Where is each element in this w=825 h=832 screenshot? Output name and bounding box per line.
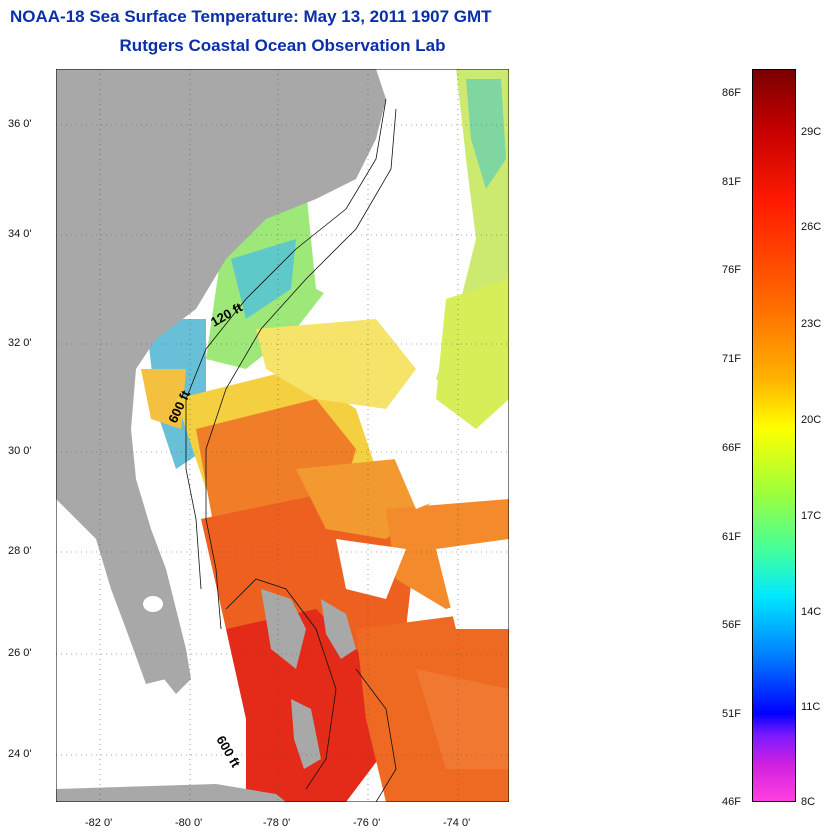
isobath-lines: [185, 98, 397, 802]
map-title: NOAA-18 Sea Surface Temperature: May 13,…: [10, 7, 492, 26]
cbar-label-46f: 46F: [722, 796, 741, 808]
cbar-label-14c: 14C: [801, 606, 822, 618]
lon-label-78: -78 0': [263, 817, 291, 829]
lat-label-34: 34 0': [8, 228, 32, 240]
lat-label-30: 30 0': [8, 445, 32, 457]
cbar-label-11c: 11C: [801, 701, 821, 713]
cbar-label-81f: 81F: [722, 176, 741, 188]
lat-label-28: 28 0': [8, 545, 32, 557]
lat-label-24: 24 0': [8, 748, 32, 760]
temperature-colorbar: [752, 69, 796, 802]
cbar-label-29c: 29C: [801, 126, 822, 138]
sst-map: 120 ft 600 ft 600 ft: [56, 69, 509, 802]
land: [56, 69, 386, 802]
cbar-label-71f: 71F: [722, 353, 741, 365]
cbar-label-23c: 23C: [801, 318, 822, 330]
cbar-label-76f: 76F: [722, 264, 741, 276]
lat-label-32: 32 0': [8, 337, 32, 349]
cbar-label-8c: 8C: [801, 796, 816, 808]
lon-label-76: -76 0': [353, 817, 381, 829]
lat-label-36: 36 0': [8, 118, 32, 130]
lat-label-26: 26 0': [8, 647, 32, 659]
cbar-label-26c: 26C: [801, 221, 822, 233]
graticule: [56, 69, 509, 802]
lon-label-74: -74 0': [443, 817, 471, 829]
lon-label-80: -80 0': [175, 817, 203, 829]
cbar-label-66f: 66F: [722, 442, 741, 454]
cbar-label-56f: 56F: [722, 619, 741, 631]
cbar-label-61f: 61F: [722, 531, 741, 543]
cbar-label-86f: 86F: [722, 87, 741, 99]
map-subtitle: Rutgers Coastal Ocean Observation Lab: [119, 36, 446, 55]
cbar-label-51f: 51F: [722, 708, 741, 720]
cbar-label-17c: 17C: [801, 510, 822, 522]
cbar-label-20c: 20C: [801, 414, 822, 426]
lon-label-82: -82 0': [85, 817, 113, 829]
sst-field: [56, 69, 509, 802]
